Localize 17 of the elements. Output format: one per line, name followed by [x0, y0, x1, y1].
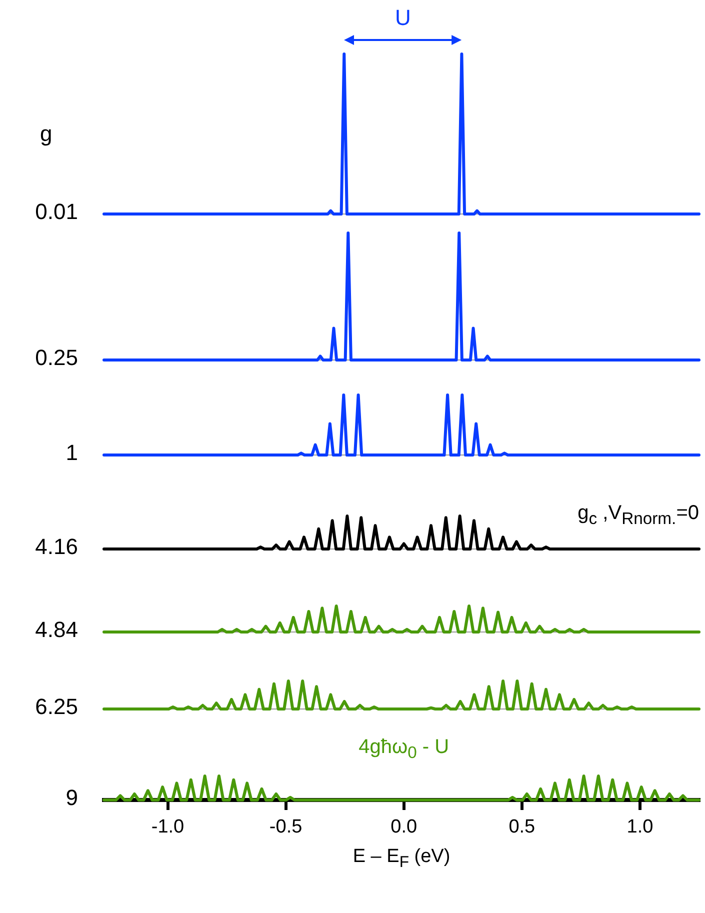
x-tick-label: 0.0: [390, 816, 418, 838]
text: 1: [66, 440, 78, 466]
text: 4.16: [35, 534, 78, 560]
x-tick-label: 1.0: [626, 816, 654, 838]
text: 0.01: [35, 199, 78, 225]
x-tick-label: -0.5: [269, 816, 302, 838]
text: 6.25: [35, 694, 78, 720]
text: g: [40, 121, 52, 147]
chart-title: 9: [66, 785, 78, 811]
x-axis-title: E – E$_{F}$ (eV): [352, 846, 452, 872]
x-tick-label: 0.5: [508, 816, 536, 838]
annotation: g$_{c}$ ,V$_{Rnorm.}$=0: [578, 502, 699, 529]
text: 0.25: [35, 345, 78, 371]
text: 4.84: [35, 617, 78, 643]
x-tick-label: -1.0: [151, 816, 184, 838]
text: U: [394, 5, 412, 31]
text: 4għω$_{0}$ - U: [358, 736, 450, 763]
